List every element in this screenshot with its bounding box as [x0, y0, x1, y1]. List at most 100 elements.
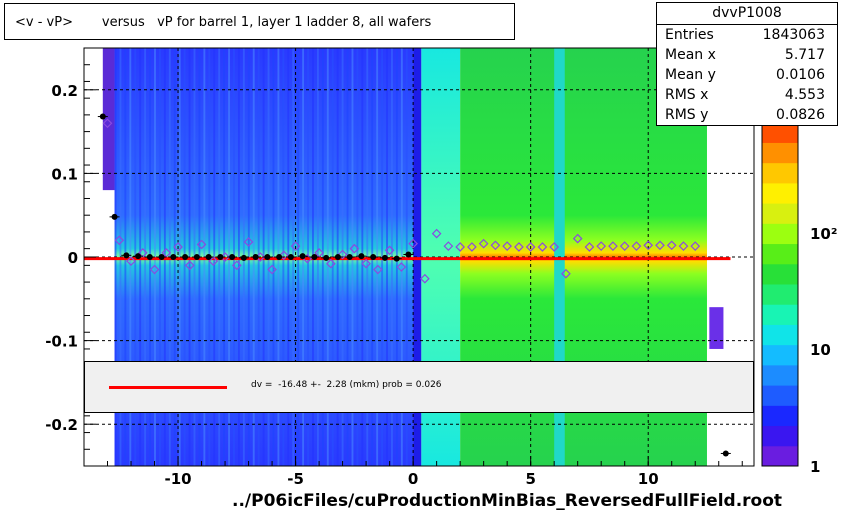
rms-point: [608, 241, 618, 251]
stats-box: dvvP1008 Entries 1843063 Mean x 5.717 Mean…: [656, 2, 838, 126]
palette-cell: [762, 324, 798, 346]
profile-point: [311, 254, 318, 260]
palette-cell: [762, 223, 798, 245]
heatmap-streak: [178, 48, 181, 466]
palette-cell: [762, 364, 798, 386]
profile-point: [146, 254, 153, 260]
profile-point: [405, 251, 412, 258]
rms-point: [443, 241, 454, 251]
heatmap-streak: [154, 48, 156, 466]
profile-point: [123, 252, 130, 259]
rms-point: [525, 242, 536, 252]
profile-point: [99, 113, 106, 120]
stats-label: RMS x: [665, 87, 709, 103]
chart-title: <v - vP> versus vP for barrel 1, layer 1…: [4, 3, 515, 40]
profile-point: [217, 254, 224, 260]
stats-row-rms-y: RMS y 0.0826: [657, 105, 837, 125]
heatmap-boundary-column: [413, 48, 422, 466]
profile-point: [722, 450, 729, 457]
rms-point: [584, 242, 595, 252]
rms-point: [561, 268, 571, 279]
y-tick-label: 0: [68, 249, 78, 267]
rms-point: [373, 264, 383, 275]
palette-cell: [762, 405, 798, 427]
x-tick-label: -10: [164, 470, 191, 488]
profile-point: [170, 254, 177, 260]
heatmap-edge-column: [102, 48, 115, 191]
rms-point: [655, 240, 665, 251]
profile-point: [193, 254, 200, 260]
profile-point: [111, 213, 118, 220]
rms-point: [572, 233, 583, 244]
profile-point: [381, 254, 388, 261]
color-palette: 11010²10³: [761, 101, 837, 476]
x-tick-label: 5: [525, 470, 535, 488]
rms-point: [420, 273, 430, 284]
profile-point: [205, 254, 212, 260]
profile-point: [264, 254, 271, 260]
heatmap-streak: [129, 48, 132, 466]
profile-point: [240, 254, 247, 261]
rms-point: [184, 260, 195, 271]
profile-point: [358, 253, 365, 260]
rms-point: [243, 237, 254, 247]
palette-cell: [762, 122, 798, 143]
rms-point: [267, 264, 277, 275]
rms-point: [502, 241, 513, 251]
palette-cell: [762, 304, 798, 325]
profile-point: [393, 255, 400, 262]
stats-label: RMS y: [665, 107, 709, 123]
stats-row-mean-x: Mean x 5.717: [657, 45, 837, 65]
rms-point: [537, 242, 548, 252]
heatmap-edge-cells: [709, 307, 724, 349]
heatmap-streak: [356, 48, 359, 466]
profile-point: [276, 254, 283, 260]
profile-markers: [97, 113, 731, 457]
palette-cell: [762, 445, 798, 467]
heatmap-streak: [400, 48, 403, 466]
stats-value: 0.0826: [776, 107, 825, 123]
palette-cell: [762, 162, 798, 184]
y-tick-label: -0.2: [45, 416, 78, 434]
rms-point: [666, 240, 677, 251]
rms-point: [173, 242, 183, 252]
profile-point: [299, 253, 306, 260]
palette-cell: [762, 182, 798, 204]
rms-point: [208, 256, 219, 267]
profile-point: [346, 254, 353, 260]
fit-legend-line: [109, 386, 227, 389]
profile-point: [158, 254, 165, 260]
stats-label: Mean y: [665, 67, 716, 83]
profile-point: [334, 254, 341, 260]
palette-cell: [762, 142, 798, 164]
heatmap-streak: [213, 48, 216, 466]
rms-point: [137, 247, 148, 258]
stats-row-mean-y: Mean y 0.0106: [657, 65, 837, 85]
y-tick-label: -0.1: [45, 333, 78, 351]
rms-point: [231, 260, 242, 271]
rms-point: [114, 235, 125, 246]
rms-point: [361, 258, 371, 269]
profile-point: [182, 254, 189, 260]
heatmap-streak: [272, 48, 275, 466]
y-tick-label: 0.1: [51, 165, 78, 183]
rms-point: [643, 240, 654, 251]
profile-point: [370, 254, 377, 260]
rms-point: [290, 241, 301, 251]
rms-point: [431, 228, 442, 239]
stats-row-entries: Entries 1843063: [657, 25, 837, 45]
rms-point: [278, 250, 289, 261]
fit-legend: dv = -16.48 +- 2.28 (mkm) prob = 0.026: [84, 361, 754, 413]
rms-point: [619, 241, 630, 251]
heatmap-streak: [297, 48, 300, 466]
stats-value: 4.553: [784, 87, 825, 103]
x-tick-label: -5: [287, 470, 304, 488]
palette-cell: [762, 263, 798, 285]
file-path-label: ../P06icFiles/cuProductionMinBias_Revers…: [232, 491, 783, 511]
stats-row-rms-x: RMS x 4.553: [657, 85, 837, 105]
palette-cell: [762, 385, 798, 406]
rms-point: [126, 256, 136, 267]
rms-point: [384, 245, 395, 256]
rms-point: [149, 264, 160, 275]
profile-point: [229, 254, 236, 260]
